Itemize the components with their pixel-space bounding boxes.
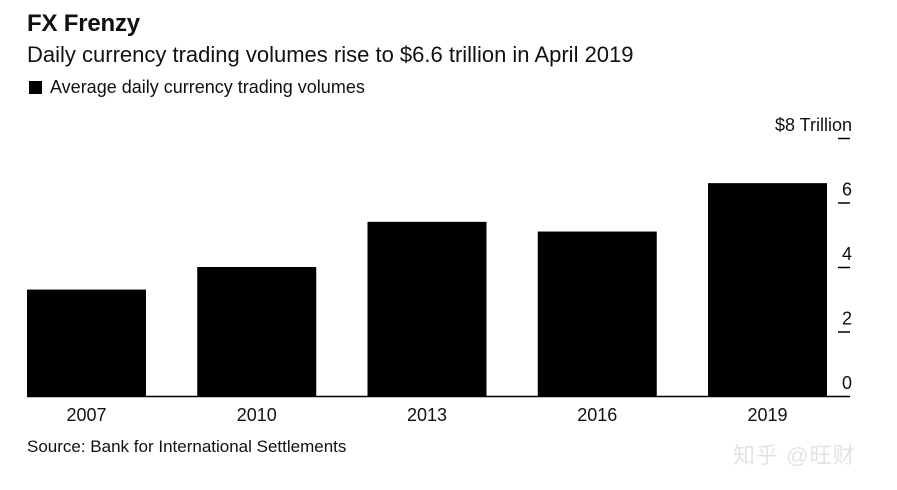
x-tick-label-2007: 2007 [66,405,106,425]
y-tick-label-4: 4 [842,244,852,264]
y-tick-label-6: 6 [842,180,852,200]
legend: Average daily currency trading volumes [29,77,365,98]
y-tick-label-8: $8 Trillion [775,115,852,135]
source-note: Source: Bank for International Settlemen… [27,437,347,456]
bar-2019 [708,183,827,396]
x-tick-label-2010: 2010 [237,405,277,425]
bar-2010 [197,267,317,396]
legend-label: Average daily currency trading volumes [50,77,365,97]
bar-2007 [27,289,146,396]
legend-swatch [29,81,42,94]
bar-2013 [367,221,487,396]
x-tick-label-2016: 2016 [577,405,617,425]
bar-2016 [537,231,657,396]
x-tick-label-2019: 2019 [747,405,787,425]
chart-title: FX Frenzy [27,10,140,37]
y-tick-label-2: 2 [842,309,852,329]
watermark: 知乎 @旺财 [733,443,856,468]
x-tick-label-2013: 2013 [407,405,447,425]
chart-subtitle: Daily currency trading volumes rise to $… [27,42,634,67]
y-tick-label-0: 0 [842,373,852,393]
